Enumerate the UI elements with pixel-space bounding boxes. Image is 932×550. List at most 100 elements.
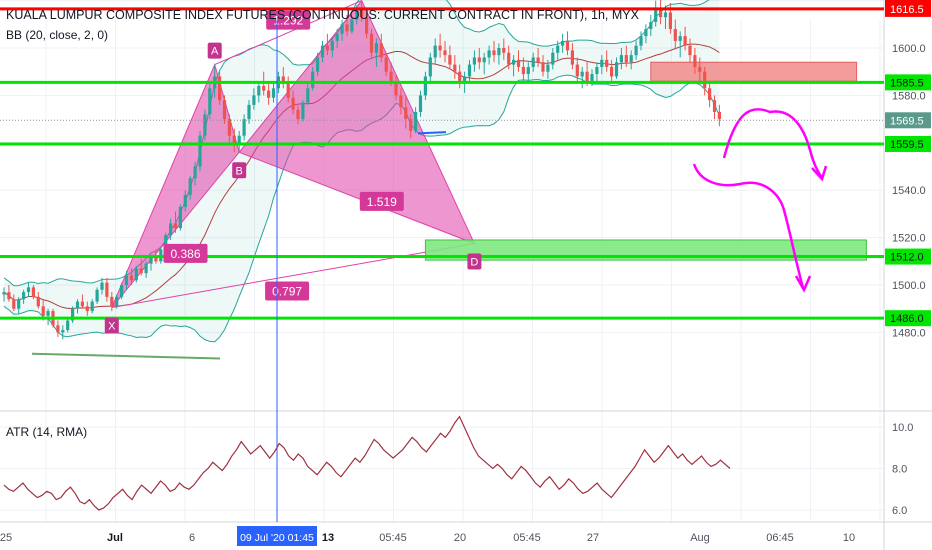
candle-body — [188, 178, 192, 195]
candle-body — [115, 296, 119, 307]
candle-body — [80, 301, 84, 307]
pattern-point-x: X — [104, 317, 119, 334]
candle-body — [105, 282, 109, 297]
candle-body — [394, 81, 398, 96]
candle-body — [369, 33, 374, 53]
low-marker-stub — [417, 131, 447, 135]
candle-body — [227, 119, 231, 136]
candle-body — [124, 275, 129, 285]
candle-body — [472, 57, 476, 65]
level-tag-bg — [885, 135, 931, 152]
candle-body — [232, 135, 236, 146]
level-tag-text: 1486.0 — [890, 313, 924, 325]
candle-body — [389, 71, 393, 82]
candle-body — [619, 55, 623, 63]
candle-body — [12, 299, 16, 309]
candle-body — [85, 306, 89, 312]
crosshair-time-text: 09 Jul '20 01:45 — [240, 532, 314, 544]
candle-body — [654, 7, 658, 22]
candle-body — [610, 66, 614, 77]
level-tag: 1616.5 — [885, 0, 931, 17]
atr-indicator-label[interactable]: ATR (14, RMA) — [6, 425, 88, 439]
candle-body — [208, 88, 212, 115]
candle-body — [345, 24, 349, 32]
candle-body — [56, 325, 60, 333]
level-tag-bg — [885, 74, 931, 91]
candle-body — [443, 50, 447, 56]
candle-body — [414, 111, 418, 131]
candle-body — [296, 109, 300, 120]
bb-indicator-label[interactable]: BB (20, close, 2, 0) — [6, 28, 109, 42]
candle-body — [365, 17, 369, 34]
candle-body — [183, 194, 187, 207]
candle-body — [428, 57, 432, 77]
supply-zone — [650, 61, 858, 82]
time-tick-label: Jul — [107, 532, 123, 544]
candle-body — [487, 50, 491, 58]
projection-path-upper — [722, 108, 824, 179]
candle-body — [404, 107, 408, 120]
candle-body — [561, 40, 565, 46]
candle-body — [169, 223, 173, 236]
ratio-label: 0.797 — [265, 281, 310, 301]
price-tick-label: 1580.0 — [892, 90, 926, 102]
candle-body — [90, 301, 94, 312]
candle-body — [384, 57, 388, 72]
level-tag-bg — [885, 248, 931, 265]
candle-body — [448, 55, 452, 65]
time-tick-label: 10 — [843, 532, 855, 544]
candle-body — [360, 10, 364, 18]
candle-body — [708, 88, 712, 101]
candle-body — [325, 45, 329, 51]
candle-body — [340, 24, 344, 34]
ratio-label-text: 1.519 — [367, 195, 397, 209]
candle-body — [634, 45, 638, 56]
level-tag-text: 1559.5 — [890, 139, 924, 151]
candle-body — [678, 36, 682, 41]
candle-body — [144, 263, 148, 274]
candle-body — [546, 64, 550, 72]
candle-body — [663, 12, 668, 18]
candle-body — [683, 36, 687, 46]
candle-body — [409, 119, 413, 131]
candle-body — [316, 57, 320, 72]
time-tick-label: Aug — [690, 532, 710, 544]
candle-body — [164, 235, 168, 250]
candle-body — [482, 57, 486, 63]
ac-ratio-line — [214, 0, 362, 66]
candle-body — [717, 111, 721, 120]
candle-body — [467, 64, 472, 77]
candle-body — [551, 52, 555, 65]
pattern-point-text: B — [236, 165, 243, 177]
ratio-label-bg — [359, 191, 404, 211]
candle-body — [154, 256, 158, 262]
candle-body — [438, 45, 442, 51]
candle-body — [257, 85, 261, 96]
projection-arrowhead-lower — [794, 275, 812, 293]
candle-body — [492, 50, 496, 56]
level-tag: 1559.5 — [885, 135, 931, 152]
time-tick-label: 06:45 — [766, 532, 794, 544]
ratio-label-text: 0.797 — [272, 285, 302, 299]
pattern-point-text: A — [211, 46, 219, 58]
candle-body — [693, 55, 697, 67]
candle-body — [71, 308, 75, 321]
atr-tick-label: 10.0 — [892, 422, 913, 434]
level-tag-text: 1616.5 — [890, 4, 924, 16]
candle-body — [134, 268, 138, 281]
time-tick-label: 27 — [587, 532, 599, 544]
candle-body — [22, 292, 26, 300]
atr-tick-label: 6.0 — [892, 505, 907, 517]
candle-body — [698, 66, 702, 72]
candle-body — [624, 55, 628, 63]
ratio-label-text: 0.386 — [170, 247, 200, 261]
candle-body — [286, 83, 290, 98]
candle-body — [595, 66, 599, 75]
candle-body — [629, 55, 633, 63]
crosshair-time-bg — [237, 526, 317, 546]
candle-body — [100, 282, 104, 290]
projection-path-lower — [692, 163, 805, 289]
bb-upper-band — [3, 0, 710, 287]
